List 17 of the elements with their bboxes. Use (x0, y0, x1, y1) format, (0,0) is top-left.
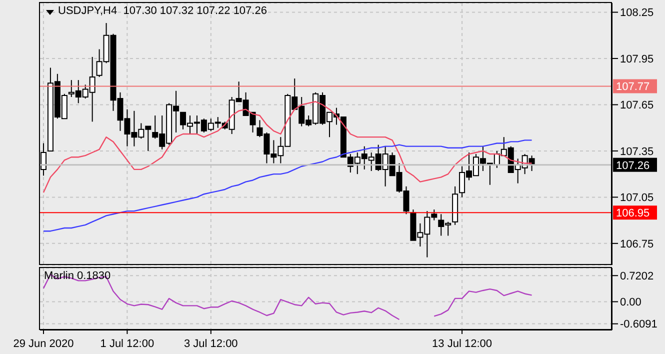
y-tick-label: 107.95 (620, 53, 654, 66)
y-tick-label: 0.00 (620, 296, 642, 309)
y-tick-label: 106.75 (620, 238, 654, 250)
x-tick-label: 29 Jun 2020 (13, 338, 74, 350)
y-tick-label: 107.05 (620, 192, 654, 204)
y-tick-label: 107.35 (620, 146, 654, 158)
x-tick-label: 3 Jul 12:00 (184, 338, 238, 350)
ref-line-label: 107.26 (616, 160, 650, 172)
y-tick-label: -0.6091 (620, 318, 658, 331)
x-tick-label: 1 Jul 12:00 (100, 338, 154, 350)
y-tick-label: 0.7202 (620, 270, 654, 283)
x-tick-label: 13 Jul 12:00 (432, 338, 492, 350)
ref-line-label: 107.77 (616, 81, 650, 94)
y-tick-label: 108.25 (620, 7, 654, 20)
y-tick-label: 107.65 (620, 100, 654, 112)
ref-line-label: 106.95 (616, 208, 650, 220)
chart-title: USDJPY,H4 107.30 107.32 107.22 107.26 (58, 5, 267, 17)
